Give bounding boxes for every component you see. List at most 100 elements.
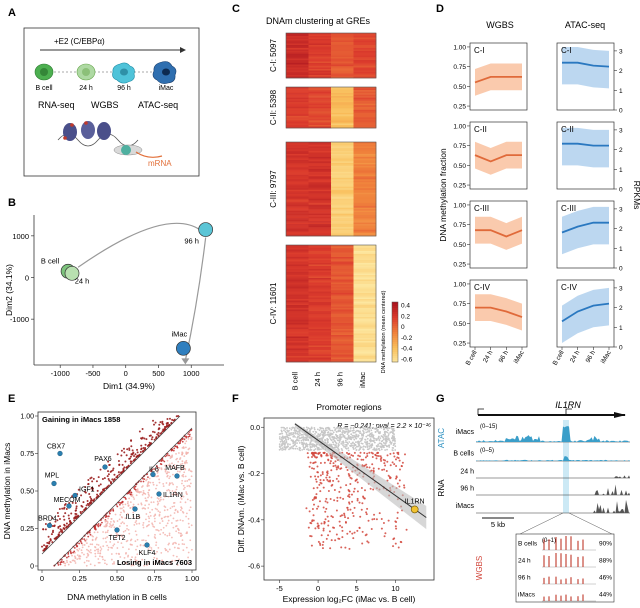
heatmap-cell [286,290,309,292]
heatmap-cell [331,118,354,121]
stable-point [288,434,291,437]
heatmap-cell [286,54,309,56]
diff-point [327,534,330,537]
heatmap-cell [286,246,309,249]
heatmap-cell [308,357,332,360]
loss-point [112,523,115,526]
loss-point [185,491,188,493]
heatmap-cell [331,93,354,95]
heatmap-cell [286,323,309,325]
stable-point [286,435,289,438]
loss-point [71,554,73,557]
stable-point [347,431,349,434]
genome-track: B cells (0–5) [453,448,630,462]
heatmap-column-label: B cell [290,372,299,391]
x-tick-label: 96 h [498,349,511,364]
loss-point [160,551,163,554]
stable-point [335,446,337,449]
diff-point [347,453,350,456]
loss-point [94,545,96,548]
heatmap-cell [353,120,377,123]
gene-point [174,473,180,479]
stable-point [326,426,328,429]
heatmap-cell [308,300,332,303]
loss-point [116,547,119,549]
loss-point [108,512,111,515]
diff-point [386,454,389,457]
coverage-profile [476,456,630,461]
track-label: iMacs [456,429,475,436]
loss-point [166,522,169,525]
heatmap-cell [286,311,309,313]
heatmap-cell [286,359,309,361]
heatmap-cell [308,207,332,210]
loss-point [134,558,136,561]
gain-point [95,497,98,500]
heatmap-cell [308,260,332,262]
cluster-label: C-II [561,125,574,134]
heatmap-cell [353,165,377,168]
heatmap-cell [286,179,309,182]
heatmap-cell [331,42,354,44]
heatmap-cell [331,228,354,231]
heatmap-cell [331,347,354,349]
loss-point [87,560,90,562]
region-highlight [563,420,569,513]
loss-point [97,550,100,553]
gain-point [141,428,144,431]
loss-point [142,544,145,547]
loss-point [135,490,138,493]
diff-point [317,505,320,508]
stable-point [282,426,284,429]
stable-point [387,434,390,437]
coverage-profile [476,499,630,513]
heatmap-cell [308,209,332,211]
heatmap-cell [331,64,354,67]
stable-point [278,437,281,440]
heatmap-cell [353,278,377,280]
heatmap-cell [308,118,332,121]
diff-point [322,540,325,543]
heatmap-cell [308,168,332,171]
heatmap-cell [331,318,354,321]
heatmap-cell [286,144,309,147]
heatmap-cell [331,180,354,183]
heatmap-cell [353,180,377,183]
gain-point [151,436,154,439]
heatmap-cell [308,206,332,208]
heatmap-cell [308,120,332,123]
y-tick-label: 0.75 [453,301,466,308]
heatmap-cell [331,209,354,211]
y-tick-label: 0 [619,108,623,115]
loss-point [147,481,150,484]
heatmap-cell [308,94,332,97]
y-tick-label: 1.00 [453,123,466,130]
y-tick-label: 1 [619,246,623,253]
stable-point [298,446,301,449]
loss-count-label: Losing in iMacs 7603 [117,558,192,567]
legend-title: DNA methylation (mean centered) [381,290,387,373]
stable-point [281,449,284,451]
gain-point [63,506,66,509]
loss-point [181,440,184,443]
loss-point [141,486,143,488]
loss-point [175,488,178,491]
heatmap-cell [331,63,354,65]
loss-point [160,468,163,471]
heatmap-cell [286,318,309,321]
loss-point [171,454,174,457]
heatmap-cell [286,333,309,336]
diff-point [393,455,396,458]
loss-point [176,564,179,566]
diff-point [328,530,331,533]
gain-point [107,473,110,476]
heatmap-cell [286,269,309,271]
gain-point [117,460,120,463]
heatmap-cell [353,287,377,289]
diff-point [351,500,354,503]
diff-point [380,517,383,520]
x-tick-label: -1000 [51,369,70,378]
stable-point [357,435,360,438]
stable-point [355,445,358,448]
heatmap-cell [353,57,377,59]
